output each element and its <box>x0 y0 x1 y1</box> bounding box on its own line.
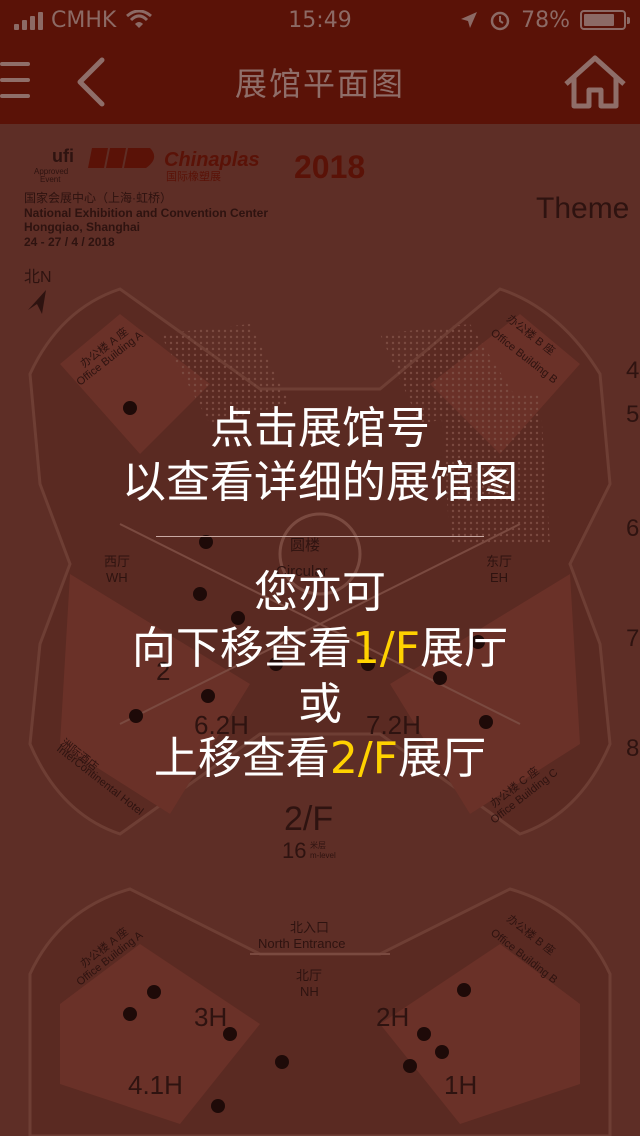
overlay-line-1: 点击展馆号 <box>210 403 430 454</box>
back-icon[interactable] <box>72 56 112 108</box>
carrier-label: CMHK <box>51 7 117 33</box>
floor-label: 2/F <box>284 800 333 838</box>
lower-building <box>28 887 612 1136</box>
home-icon[interactable] <box>562 54 628 110</box>
north-hall-en: NH <box>300 984 319 999</box>
nav-bar: 展馆平面图 <box>0 40 640 124</box>
signal-icon <box>14 10 43 30</box>
overlay-line-2: 以查看详细的展馆图 <box>122 457 518 508</box>
svg-text:24 - 27 / 4 / 2018: 24 - 27 / 4 / 2018 <box>24 235 115 249</box>
overlay-2f-highlight: 2/F <box>329 733 399 784</box>
east-hall-cn: 东厅 <box>486 554 512 569</box>
svg-text:National Exhibition and Conven: National Exhibition and Convention Cente… <box>24 206 268 220</box>
overlay-line-6: 上移查看2/F展厅 <box>0 732 640 786</box>
overlay-line-4: 向下移查看1/F展厅 <box>0 622 640 676</box>
overlay-line-5: 或 <box>298 679 342 730</box>
hall-62-label: 6.2H <box>194 710 249 740</box>
north-label: 北N <box>24 268 52 286</box>
hall-41-label: 4.1H <box>128 1070 183 1100</box>
north-arrow-icon <box>28 290 46 314</box>
svg-text:Approved: Approved <box>34 167 68 176</box>
ufi-logo: ufi Approved Event <box>34 146 74 184</box>
wifi-icon <box>126 10 153 28</box>
circular-en: Circular <box>276 563 328 580</box>
overlay-line-4-pre: 向下移查看 <box>131 623 352 674</box>
upper-building <box>28 287 612 836</box>
side-number: 6 <box>626 515 639 542</box>
alarm-icon <box>490 11 510 31</box>
svg-text:国家会展中心（上海·虹桥）: 国家会展中心（上海·虹桥） <box>24 190 172 205</box>
battery-percent: 78% <box>521 7 570 33</box>
location-icon <box>461 12 478 28</box>
hall-72-label: 7.2H <box>366 710 421 740</box>
level-unit-en: m-level <box>310 851 336 860</box>
svg-text:国际橡塑展: 国际橡塑展 <box>166 169 221 183</box>
hall-2-partial-label: 2 <box>156 656 170 686</box>
overlay-line-6-pre: 上移查看 <box>153 733 330 784</box>
hall-2-label: 2H <box>376 1002 409 1032</box>
venue-info: 国家会展中心（上海·虹桥） National Exhibition and Co… <box>24 190 268 249</box>
overlay-divider <box>156 536 484 537</box>
svg-text:ufi: ufi <box>52 146 74 166</box>
menu-icon[interactable] <box>0 58 30 104</box>
north-entrance-en: North Entrance <box>258 936 345 951</box>
chinaplas-logo: Chinaplas 国际橡塑展 2018 <box>88 148 365 185</box>
hall-3-label: 3H <box>194 1002 227 1032</box>
page-title: 展馆平面图 <box>234 65 405 103</box>
status-bar: CMHK 15:49 78% <box>0 0 640 40</box>
overlay-line-4-post: 展厅 <box>420 623 509 674</box>
east-hall-en: EH <box>490 570 508 585</box>
svg-text:2018: 2018 <box>294 149 365 185</box>
svg-text:Hongqiao, Shanghai: Hongqiao, Shanghai <box>24 220 140 234</box>
side-number: 4 <box>626 357 639 384</box>
hall-1-label: 1H <box>444 1070 477 1100</box>
side-number: 5 <box>626 401 639 428</box>
overlay-line-6-post: 展厅 <box>398 733 487 784</box>
svg-text:Chinaplas: Chinaplas <box>164 149 260 171</box>
overlay-1f-highlight: 1/F <box>351 623 421 674</box>
battery-icon <box>580 10 630 30</box>
west-hall-cn: 西厅 <box>104 554 130 569</box>
level-number: 16 <box>282 838 306 863</box>
theme-label: Theme <box>536 192 629 225</box>
escalator-markers <box>123 401 493 1113</box>
side-number: 8 <box>626 735 639 762</box>
north-entrance-cn: 北入口 <box>290 920 329 935</box>
floor-map[interactable]: ufi Approved Event Chinaplas 国际橡塑展 2018 … <box>0 124 640 1136</box>
north-hall-cn: 北厅 <box>296 968 322 983</box>
west-hall-en: WH <box>106 570 128 585</box>
side-number: 7 <box>626 625 639 652</box>
circular-cn: 圆楼 <box>290 537 320 554</box>
level-unit-cn: 米层 <box>310 840 326 850</box>
svg-text:Event: Event <box>40 175 61 184</box>
overlay-line-3: 您亦可 <box>254 567 386 618</box>
